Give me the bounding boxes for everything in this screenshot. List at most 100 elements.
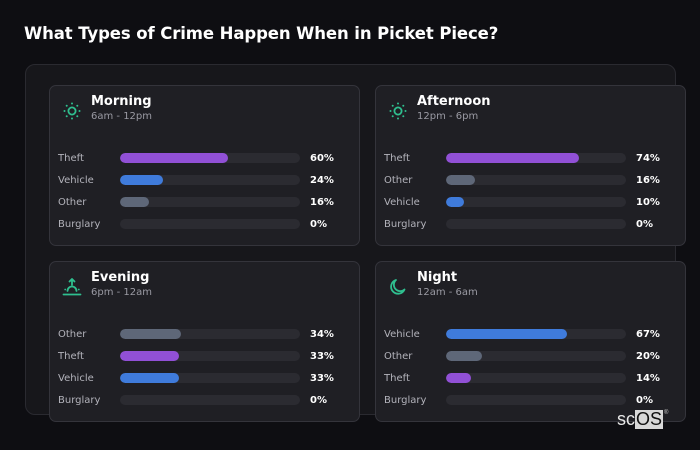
bar-list: Other 34% Theft 33% Vehicle 33% Burglary 0%	[58, 323, 353, 411]
card-title: Afternoon	[417, 94, 491, 109]
bar-fill	[446, 373, 472, 383]
bar-fill	[120, 373, 180, 383]
card-header: Night 12am - 6am	[388, 270, 478, 299]
bar-label: Vehicle	[58, 174, 94, 186]
bar-row: Vehicle 33%	[58, 367, 353, 389]
bar-row: Other 16%	[384, 169, 679, 191]
bar-fill	[120, 351, 180, 361]
bar-track	[120, 219, 300, 229]
bar-value: 14%	[636, 372, 660, 384]
card-subtitle: 12am - 6am	[417, 287, 478, 298]
card-header: Afternoon 12pm - 6pm	[388, 94, 491, 123]
bar-row: Theft 60%	[58, 147, 353, 169]
bar-track	[446, 219, 626, 229]
bar-fill	[120, 329, 182, 339]
bar-label: Vehicle	[384, 328, 420, 340]
card-subtitle: 6am - 12pm	[91, 111, 153, 122]
card-title: Night	[417, 270, 458, 285]
bar-value: 16%	[310, 196, 334, 208]
bar-fill	[120, 197, 149, 207]
bar-label: Burglary	[58, 218, 101, 230]
bar-track	[446, 395, 626, 405]
bar-fill	[120, 153, 228, 163]
bar-row: Theft 14%	[384, 367, 679, 389]
bar-list: Vehicle 67% Other 20% Theft 14% Burglary 0%	[384, 323, 679, 411]
bar-track	[120, 373, 300, 383]
bar-label: Theft	[384, 372, 410, 384]
bar-track	[120, 351, 300, 361]
bar-label: Vehicle	[384, 196, 420, 208]
bar-track	[120, 175, 300, 185]
bar-value: 34%	[310, 328, 334, 340]
bar-label: Other	[58, 328, 87, 340]
logo-os: OS	[635, 409, 664, 429]
bar-fill	[446, 351, 482, 361]
bar-row: Vehicle 24%	[58, 169, 353, 191]
bar-value: 67%	[636, 328, 660, 340]
bar-row: Theft 33%	[58, 345, 353, 367]
bar-label: Burglary	[384, 394, 427, 406]
bar-label: Vehicle	[58, 372, 94, 384]
card-header: Evening 6pm - 12am	[62, 270, 152, 299]
card-title: Morning	[91, 94, 152, 109]
bar-value: 74%	[636, 152, 660, 164]
bar-value: 0%	[636, 218, 653, 230]
bar-fill	[120, 175, 164, 185]
bar-label: Other	[384, 174, 413, 186]
bar-label: Other	[58, 196, 87, 208]
bar-value: 24%	[310, 174, 334, 186]
bar-track	[120, 395, 300, 405]
bar-value: 0%	[636, 394, 653, 406]
bar-track	[120, 153, 300, 163]
bar-track	[446, 329, 626, 339]
bar-label: Theft	[384, 152, 410, 164]
bar-list: Theft 60% Vehicle 24% Other 16% Burglary 0%	[58, 147, 353, 235]
sun-icon	[63, 102, 81, 120]
card-night: Night 12am - 6am Vehicle 67% Other 20% The…	[375, 261, 686, 422]
card-morning: Morning 6am - 12pm Theft 60% Vehicle 24% O…	[49, 85, 360, 246]
bar-track	[446, 153, 626, 163]
bar-row: Theft 74%	[384, 147, 679, 169]
bar-value: 0%	[310, 394, 327, 406]
bar-track	[446, 351, 626, 361]
bar-track	[446, 175, 626, 185]
bar-row: Burglary 0%	[58, 213, 353, 235]
page-title: What Types of Crime Happen When in Picke…	[24, 24, 499, 43]
bar-value: 20%	[636, 350, 660, 362]
sun-icon	[389, 102, 407, 120]
bar-value: 0%	[310, 218, 327, 230]
bar-fill	[446, 175, 475, 185]
bar-label: Theft	[58, 350, 84, 362]
card-header: Morning 6am - 12pm	[62, 94, 152, 123]
registered-mark: ®	[664, 410, 669, 416]
bar-label: Theft	[58, 152, 84, 164]
card-subtitle: 12pm - 6pm	[417, 111, 479, 122]
bar-track	[120, 197, 300, 207]
bar-value: 16%	[636, 174, 660, 186]
bar-row: Vehicle 67%	[384, 323, 679, 345]
bar-value: 60%	[310, 152, 334, 164]
bar-fill	[446, 153, 580, 163]
bar-row: Other 34%	[58, 323, 353, 345]
bar-row: Burglary 0%	[384, 213, 679, 235]
card-evening: Evening 6pm - 12am Other 34% Theft 33% Veh…	[49, 261, 360, 422]
card-subtitle: 6pm - 12am	[91, 287, 153, 298]
card-afternoon: Afternoon 12pm - 6pm Theft 74% Other 16% V…	[375, 85, 686, 246]
bar-row: Other 16%	[58, 191, 353, 213]
bar-track	[120, 329, 300, 339]
bar-list: Theft 74% Other 16% Vehicle 10% Burglary 0%	[384, 147, 679, 235]
bar-row: Burglary 0%	[384, 389, 679, 411]
bar-fill	[446, 197, 464, 207]
bar-label: Burglary	[58, 394, 101, 406]
bar-label: Burglary	[384, 218, 427, 230]
bar-row: Vehicle 10%	[384, 191, 679, 213]
bar-track	[446, 373, 626, 383]
bar-label: Other	[384, 350, 413, 362]
bar-fill	[446, 329, 567, 339]
scos-logo: sc OS ®	[617, 410, 668, 429]
bar-value: 33%	[310, 372, 334, 384]
sunset-icon	[62, 278, 82, 296]
bar-value: 33%	[310, 350, 334, 362]
bar-row: Burglary 0%	[58, 389, 353, 411]
bar-track	[446, 197, 626, 207]
